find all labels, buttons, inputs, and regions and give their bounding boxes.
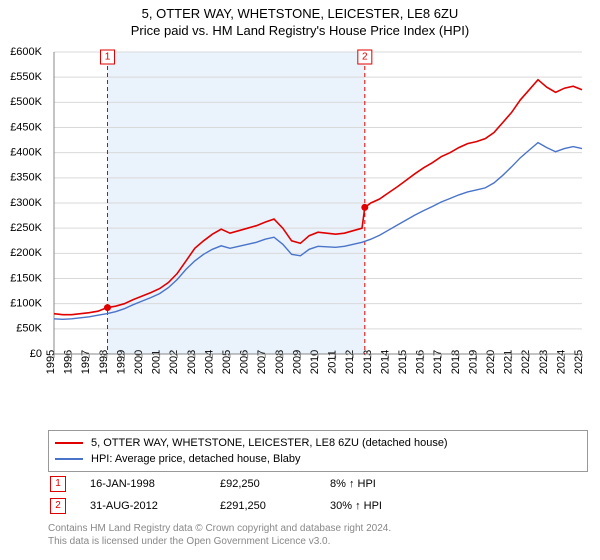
svg-text:2021: 2021	[503, 350, 515, 374]
event-row: 2 31-AUG-2012 £291,250 30% ↑ HPI	[48, 496, 588, 516]
svg-text:2: 2	[362, 52, 368, 63]
svg-text:£550K: £550K	[10, 71, 42, 83]
svg-text:2017: 2017	[432, 350, 444, 374]
title-main: 5, OTTER WAY, WHETSTONE, LEICESTER, LE8 …	[0, 6, 600, 21]
event-marker-2: 2	[50, 498, 66, 514]
svg-text:2022: 2022	[520, 350, 532, 374]
svg-text:£250K: £250K	[10, 222, 42, 234]
svg-text:2025: 2025	[573, 350, 585, 374]
svg-text:£450K: £450K	[10, 121, 42, 133]
svg-text:2007: 2007	[256, 350, 268, 374]
svg-text:2001: 2001	[151, 350, 163, 374]
event-date: 16-JAN-1998	[90, 478, 220, 490]
event-row: 1 16-JAN-1998 £92,250 8% ↑ HPI	[48, 474, 588, 494]
svg-text:£200K: £200K	[10, 247, 42, 259]
legend-row: HPI: Average price, detached house, Blab…	[55, 451, 581, 467]
svg-text:2013: 2013	[362, 350, 374, 374]
legend: 5, OTTER WAY, WHETSTONE, LEICESTER, LE8 …	[48, 430, 588, 472]
attribution-line: Contains HM Land Registry data © Crown c…	[48, 522, 588, 535]
title-sub: Price paid vs. HM Land Registry's House …	[0, 23, 600, 38]
event-price: £291,250	[220, 500, 330, 512]
svg-text:1997: 1997	[80, 350, 92, 374]
events-table: 1 16-JAN-1998 £92,250 8% ↑ HPI 2 31-AUG-…	[48, 472, 588, 516]
svg-text:1996: 1996	[63, 350, 75, 374]
chart-svg: £0£50K£100K£150K£200K£250K£300K£350K£400…	[48, 44, 588, 400]
svg-text:2016: 2016	[415, 350, 427, 374]
svg-text:£50K: £50K	[16, 323, 42, 335]
svg-text:2024: 2024	[555, 350, 567, 374]
svg-text:£400K: £400K	[10, 147, 42, 159]
svg-text:2005: 2005	[221, 350, 233, 374]
svg-text:2012: 2012	[344, 350, 356, 374]
event-date: 31-AUG-2012	[90, 500, 220, 512]
attribution-line: This data is licensed under the Open Gov…	[48, 535, 588, 548]
legend-row: 5, OTTER WAY, WHETSTONE, LEICESTER, LE8 …	[55, 435, 581, 451]
legend-swatch-property	[55, 442, 83, 444]
svg-text:1999: 1999	[115, 350, 127, 374]
svg-text:2018: 2018	[450, 350, 462, 374]
svg-text:2020: 2020	[485, 350, 497, 374]
svg-text:2010: 2010	[309, 350, 321, 374]
svg-text:2000: 2000	[133, 350, 145, 374]
svg-text:2003: 2003	[186, 350, 198, 374]
svg-text:2009: 2009	[291, 350, 303, 374]
svg-text:£0: £0	[30, 348, 42, 360]
svg-text:2006: 2006	[239, 350, 251, 374]
svg-text:1: 1	[105, 52, 111, 63]
svg-text:2008: 2008	[274, 350, 286, 374]
svg-text:£600K: £600K	[10, 46, 42, 58]
event-price: £92,250	[220, 478, 330, 490]
svg-text:£300K: £300K	[10, 197, 42, 209]
svg-text:2019: 2019	[467, 350, 479, 374]
svg-text:£150K: £150K	[10, 272, 42, 284]
attribution: Contains HM Land Registry data © Crown c…	[48, 522, 588, 548]
svg-text:2004: 2004	[203, 350, 215, 374]
legend-label: 5, OTTER WAY, WHETSTONE, LEICESTER, LE8 …	[91, 437, 448, 449]
svg-text:2014: 2014	[379, 350, 391, 374]
chart-area: £0£50K£100K£150K£200K£250K£300K£350K£400…	[48, 44, 588, 400]
svg-text:£500K: £500K	[10, 96, 42, 108]
svg-text:1995: 1995	[45, 350, 57, 374]
legend-swatch-hpi	[55, 458, 83, 460]
svg-text:£100K: £100K	[10, 298, 42, 310]
event-pct: 8% ↑ HPI	[330, 478, 450, 490]
svg-text:2015: 2015	[397, 350, 409, 374]
svg-text:2002: 2002	[168, 350, 180, 374]
legend-label: HPI: Average price, detached house, Blab…	[91, 453, 301, 465]
chart-titles: 5, OTTER WAY, WHETSTONE, LEICESTER, LE8 …	[0, 0, 600, 38]
svg-text:2023: 2023	[538, 350, 550, 374]
event-marker-1: 1	[50, 476, 66, 492]
event-pct: 30% ↑ HPI	[330, 500, 450, 512]
svg-text:£350K: £350K	[10, 172, 42, 184]
